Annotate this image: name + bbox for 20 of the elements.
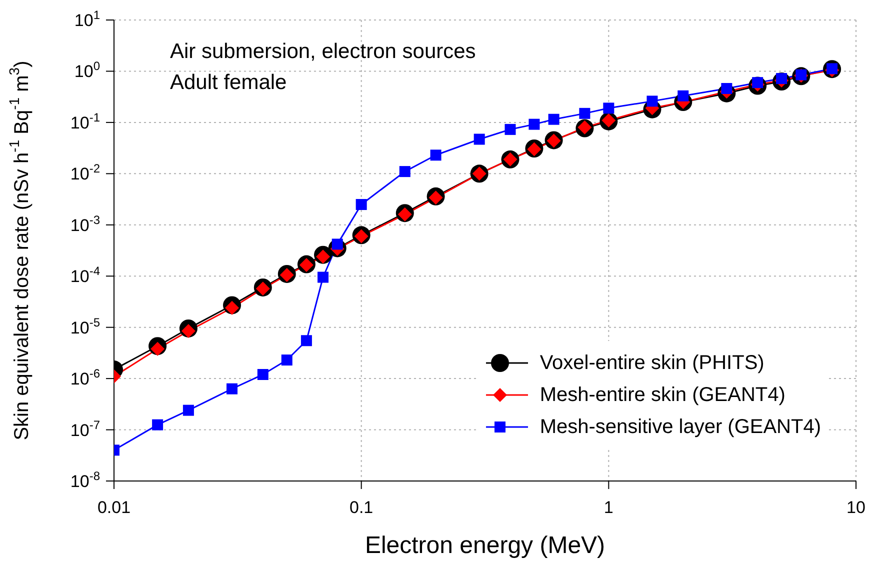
y-tick-label: 10$^{-5}$ bbox=[70, 315, 100, 338]
y-tick-label: 10$^{-4}$ bbox=[70, 264, 100, 286]
legend-label: Mesh-sensitive layer (GEANT4) bbox=[540, 416, 821, 438]
x-tick-label: 1 bbox=[604, 498, 614, 517]
y-tick-label: 10$^{-3}$ bbox=[70, 212, 100, 235]
x-tick-label: 0.1 bbox=[350, 498, 374, 517]
y-tick-label: 10$^{0}$ bbox=[74, 59, 100, 82]
legend-label: Voxel-entire skin (PHITS) bbox=[540, 352, 764, 374]
y-tick-label: 10$^{-1}$ bbox=[70, 110, 100, 132]
y-tick-label: 10$^{-7}$ bbox=[70, 418, 100, 440]
y-tick-label: 10$^{-2}$ bbox=[70, 162, 100, 184]
x-tick-label: 0.01 bbox=[97, 498, 131, 517]
x-axis-title: Electron energy (MeV) bbox=[364, 532, 606, 559]
y-tick-label: 10$^{1}$ bbox=[74, 8, 100, 30]
y-tick-label: 10$^{-8}$ bbox=[70, 469, 100, 491]
y-tick-label: 10$^{-6}$ bbox=[70, 366, 100, 389]
annotation: Adult female bbox=[170, 70, 288, 96]
x-tick-label: 10 bbox=[846, 498, 866, 517]
legend-label: Mesh-entire skin (GEANT4) bbox=[540, 384, 786, 406]
annotation: Air submersion, electron sources bbox=[170, 39, 476, 65]
